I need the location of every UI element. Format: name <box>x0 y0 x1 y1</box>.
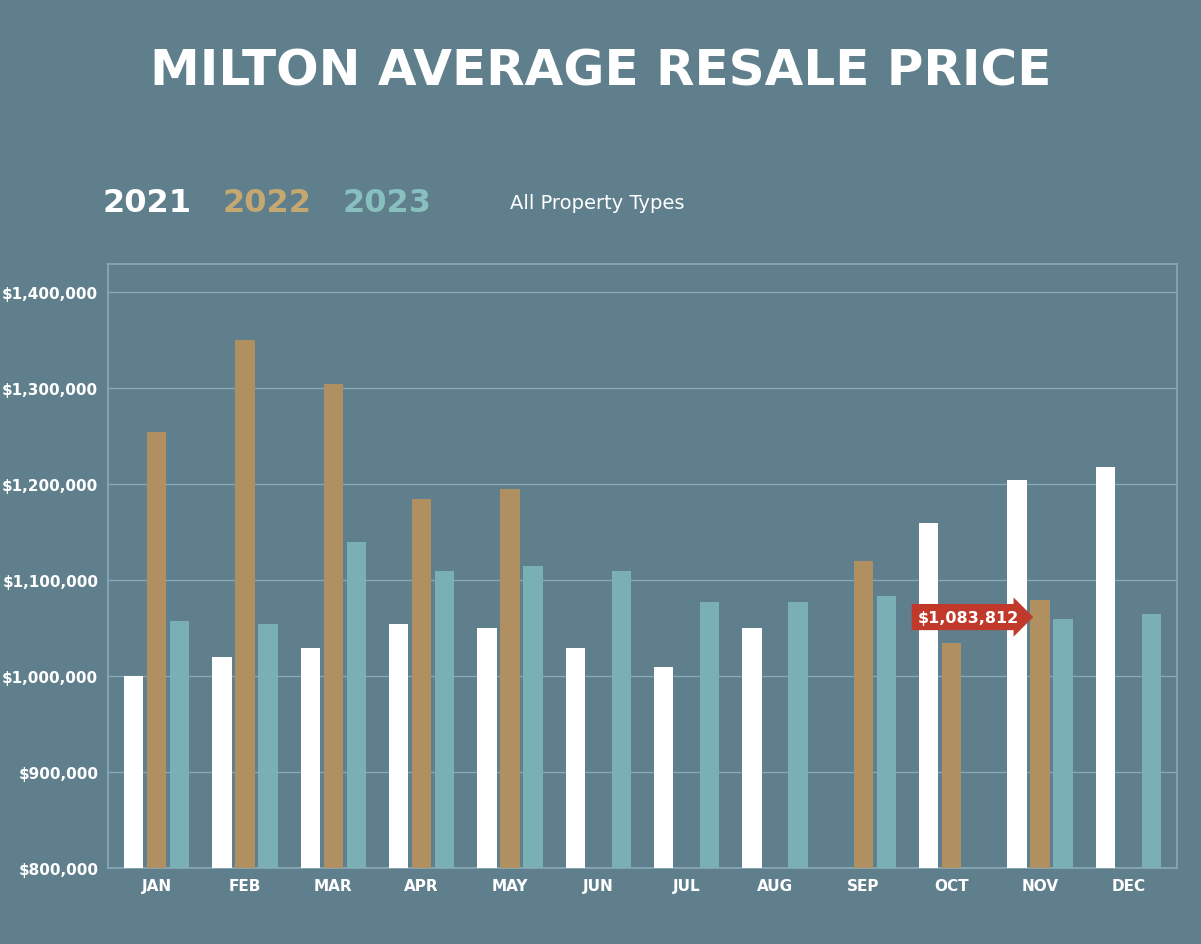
Bar <box>258 624 277 868</box>
Text: 2022: 2022 <box>222 188 311 218</box>
Bar <box>323 384 343 868</box>
Bar <box>147 432 167 868</box>
Text: 2023: 2023 <box>342 188 431 218</box>
Bar <box>501 490 520 868</box>
Text: 2021: 2021 <box>102 188 191 218</box>
Bar <box>1030 600 1050 868</box>
Bar <box>655 667 674 868</box>
Bar <box>213 658 232 868</box>
Bar <box>300 648 321 868</box>
Bar <box>1142 615 1161 868</box>
Bar <box>347 543 366 868</box>
Bar <box>942 643 962 868</box>
Bar <box>700 602 719 868</box>
Bar <box>1095 467 1116 868</box>
Bar <box>524 566 543 868</box>
Bar <box>477 629 497 868</box>
Bar <box>169 621 190 868</box>
Bar <box>235 341 255 868</box>
Bar <box>412 499 431 868</box>
Bar <box>854 562 873 868</box>
Bar <box>1053 619 1072 868</box>
Bar <box>1008 480 1027 868</box>
Bar <box>124 677 143 868</box>
Bar <box>389 624 408 868</box>
Bar <box>788 602 808 868</box>
Bar <box>566 648 585 868</box>
Text: MILTON AVERAGE RESALE PRICE: MILTON AVERAGE RESALE PRICE <box>150 47 1051 95</box>
Bar <box>742 629 761 868</box>
Bar <box>435 571 454 868</box>
Bar <box>919 523 938 868</box>
Text: All Property Types: All Property Types <box>510 194 685 212</box>
Bar <box>877 597 896 868</box>
Bar <box>611 571 631 868</box>
Text: $1,083,812: $1,083,812 <box>918 610 1018 625</box>
